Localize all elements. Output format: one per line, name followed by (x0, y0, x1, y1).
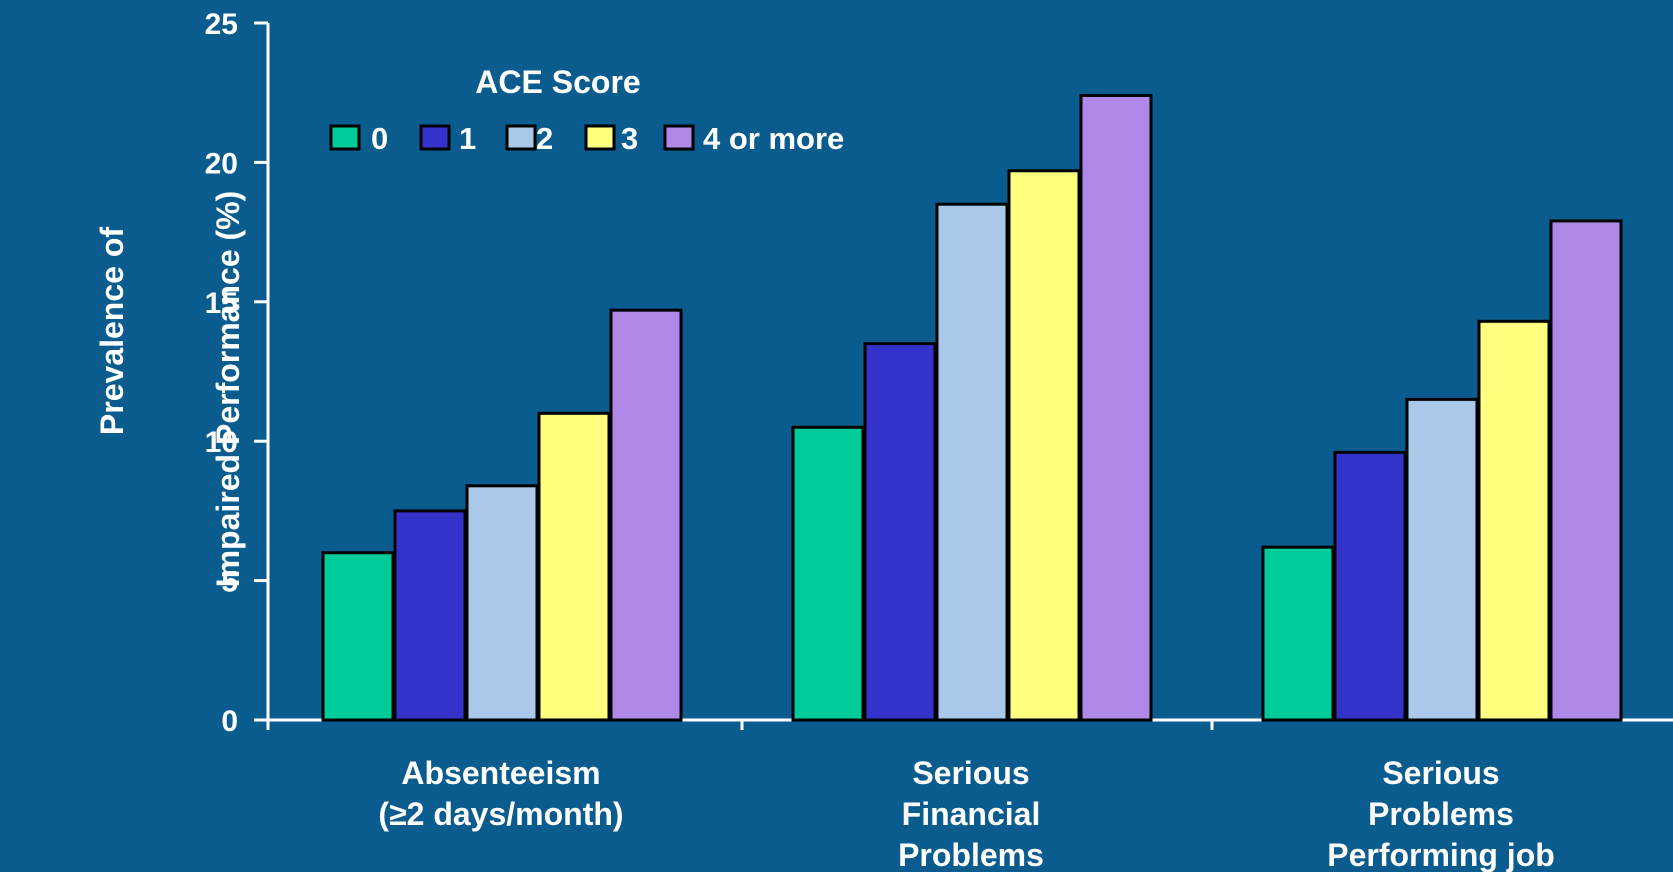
x-category-label: Performing job (1327, 837, 1555, 872)
x-category-label: (≥2 days/month) (378, 796, 623, 832)
bar (1333, 450, 1407, 722)
bar (1007, 169, 1081, 722)
x-category-label: Serious (1382, 755, 1499, 791)
bar (393, 509, 467, 722)
y-tick-label: 5 (221, 566, 238, 599)
bar (465, 484, 539, 722)
y-tick-label: 15 (205, 287, 238, 320)
y-tick-label: 25 (205, 8, 238, 41)
legend-swatch (505, 124, 537, 151)
legend-label: 4 or more (703, 121, 844, 156)
legend-label: 0 (371, 121, 388, 156)
y-axis-title: Impaired Performance (%) (210, 191, 246, 588)
bar (935, 202, 1009, 722)
bar (321, 551, 395, 722)
bar (1079, 93, 1153, 722)
y-tick-label: 10 (205, 426, 238, 459)
x-category-label: Serious (912, 755, 1029, 791)
x-category-label: Financial (902, 796, 1041, 832)
bar (609, 308, 683, 722)
x-category-label: Problems (1368, 796, 1514, 832)
bar (1405, 397, 1479, 722)
x-category-label: Absenteeism (401, 755, 600, 791)
legend-swatch (419, 124, 451, 151)
legend-label: 2 (536, 121, 553, 156)
y-tick-label: 20 (205, 147, 238, 180)
x-category-label: Problems (898, 837, 1044, 872)
legend-title: ACE Score (475, 64, 640, 100)
y-tick-label: 0 (221, 705, 238, 738)
bar (1549, 219, 1623, 722)
bar (537, 411, 611, 722)
legend-swatch (329, 124, 361, 151)
bar (1261, 545, 1335, 722)
bar (863, 342, 937, 722)
legend-label: 1 (459, 121, 476, 156)
y-axis-title: Prevalence of (94, 227, 130, 435)
legend-label: 3 (621, 121, 638, 156)
bar (1477, 319, 1551, 722)
bar (791, 425, 865, 722)
legend-swatch (663, 124, 695, 151)
legend-swatch (584, 124, 616, 151)
